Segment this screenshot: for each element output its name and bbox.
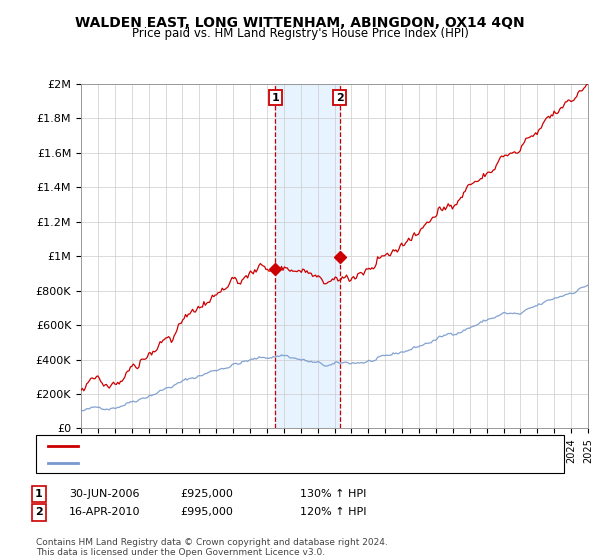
Text: £925,000: £925,000 (180, 489, 233, 499)
Text: 30-JUN-2006: 30-JUN-2006 (69, 489, 139, 499)
Text: 2: 2 (35, 507, 43, 517)
Text: WALDEN EAST, LONG WITTENHAM, ABINGDON, OX14 4QN (detached house): WALDEN EAST, LONG WITTENHAM, ABINGDON, O… (81, 441, 478, 451)
Text: 130% ↑ HPI: 130% ↑ HPI (300, 489, 367, 499)
Text: 16-APR-2010: 16-APR-2010 (69, 507, 140, 517)
Text: HPI: Average price, detached house, South Oxfordshire: HPI: Average price, detached house, Sout… (81, 458, 368, 468)
Text: Contains HM Land Registry data © Crown copyright and database right 2024.
This d: Contains HM Land Registry data © Crown c… (36, 538, 388, 557)
Text: 2: 2 (335, 92, 343, 102)
Text: WALDEN EAST, LONG WITTENHAM, ABINGDON, OX14 4QN: WALDEN EAST, LONG WITTENHAM, ABINGDON, O… (75, 16, 525, 30)
Text: 1: 1 (35, 489, 43, 499)
Text: £995,000: £995,000 (180, 507, 233, 517)
Text: 1: 1 (271, 92, 279, 102)
Text: Price paid vs. HM Land Registry's House Price Index (HPI): Price paid vs. HM Land Registry's House … (131, 27, 469, 40)
Bar (275, 84, 340, 428)
Text: 120% ↑ HPI: 120% ↑ HPI (300, 507, 367, 517)
